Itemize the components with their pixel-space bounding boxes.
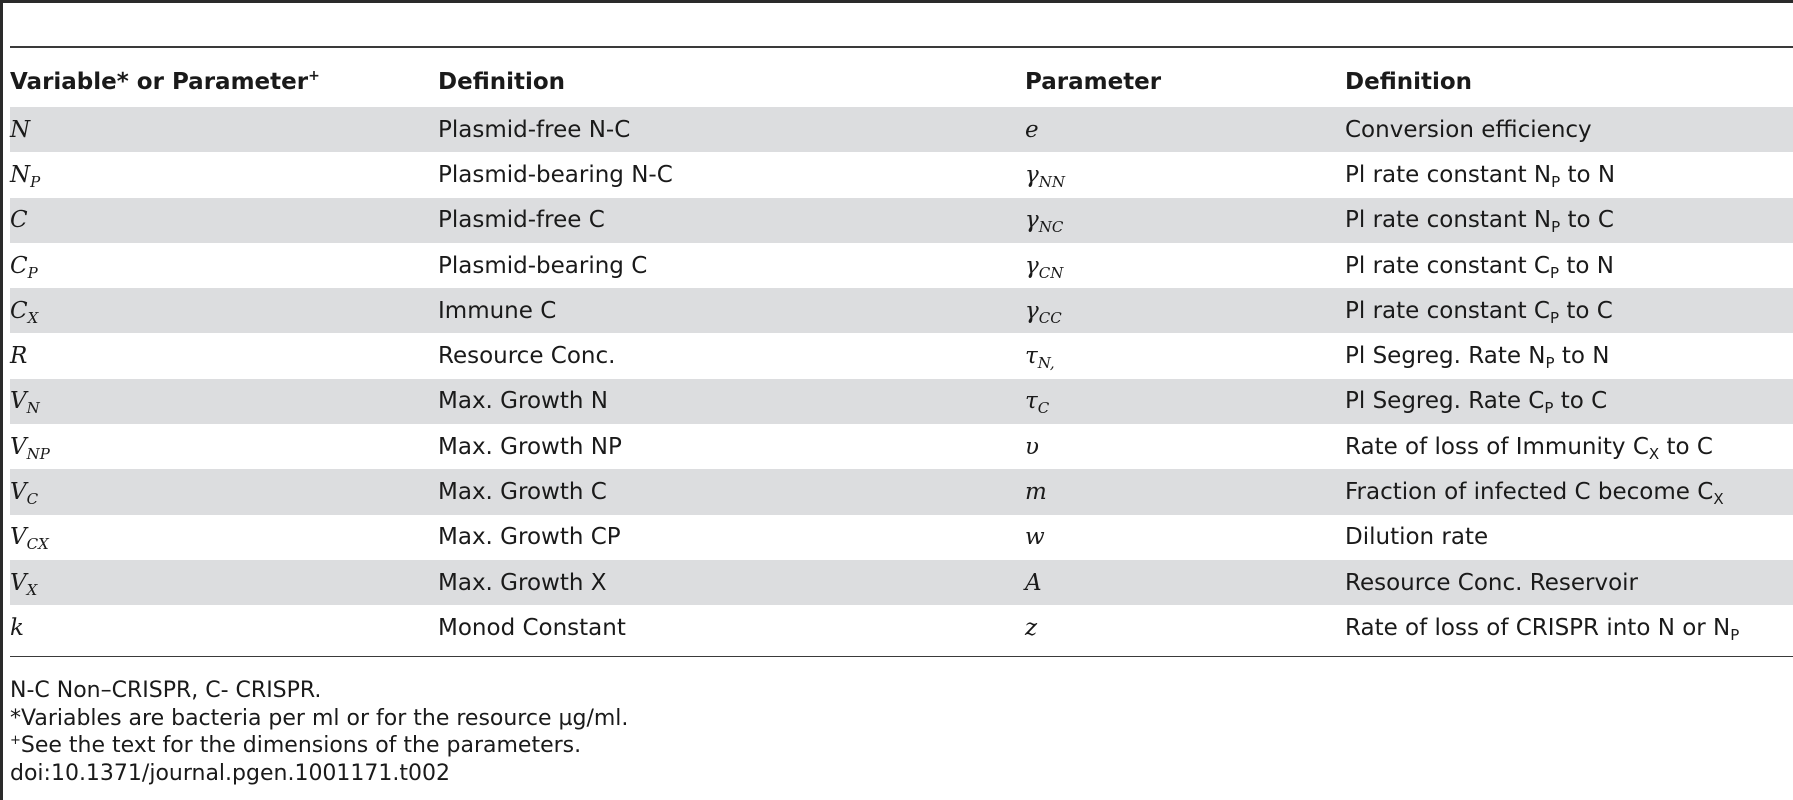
doi-text: doi:10.1371/journal.pgen.1001171.t002 xyxy=(10,760,451,786)
table-row: R Resource Conc. τN, Pl Segreg. Rate NP to … xyxy=(10,333,1793,378)
footnote-variables: *Variables are bacteria per ml or for th… xyxy=(10,705,629,731)
footnote-abbreviations: N-C Non–CRISPR, C- CRISPR. xyxy=(10,678,322,703)
parameter-definition-cell: Pl Segreg. Rate NP to N xyxy=(1345,343,1610,373)
variable-definition-cell: Max. Growth NP xyxy=(438,433,622,460)
parameter-cell: m xyxy=(1025,469,1345,515)
variable-definition-cell: Monod Constant xyxy=(438,614,626,641)
parameter-cell: γCN xyxy=(1025,252,1064,282)
header-row: Variable* or Parameter+ Definition Param… xyxy=(10,57,1793,107)
parameter-cell: e xyxy=(1025,107,1345,153)
variable-definition-cell: Max. Growth C xyxy=(438,469,1025,515)
table-row: VCX Max. Growth CP w Dilution rate xyxy=(10,515,1793,560)
table-row: NP Plasmid-bearing N-C γNN Pl rate constant… xyxy=(10,152,1793,197)
parameter-definition-cell: Rate of loss of CRISPR into N or NP xyxy=(1345,614,1740,644)
top-border xyxy=(0,0,1793,3)
table-row: k Monod Constant z Rate of loss of CRISPR i… xyxy=(10,605,1793,650)
table-row: CP Plasmid-bearing C γCN Pl rate constant C… xyxy=(10,243,1793,288)
parameter-cell: υ xyxy=(1025,433,1039,460)
variable-definition-cell: Max. Growth CP xyxy=(438,524,621,551)
variable-cell: VCX xyxy=(10,524,49,554)
parameter-definition-cell: Pl Segreg. Rate CP to C xyxy=(1345,378,1793,425)
table-row: VX Max. Growth X A Resource Conc. Reservoir xyxy=(10,559,1793,606)
table-top-rule xyxy=(10,46,1793,48)
variable-definition-cell: Plasmid-free C xyxy=(438,197,1025,243)
table-bottom-rule xyxy=(10,656,1793,657)
parameter-definition-cell: Resource Conc. Reservoir xyxy=(1345,559,1793,606)
parameter-definition-cell: Dilution rate xyxy=(1345,524,1489,551)
table-footnotes: N-C Non–CRISPR, C- CRISPR. *Variables ar… xyxy=(10,677,628,787)
header-definition-2: Definition xyxy=(1345,69,1473,95)
variable-cell: R xyxy=(10,343,28,370)
parameter-cell: w xyxy=(1025,524,1045,551)
parameter-definition-cell: Pl rate constant NP to N xyxy=(1345,161,1616,191)
variable-cell: VNP xyxy=(10,433,50,463)
variable-cell: N xyxy=(10,107,438,153)
parameter-definition-cell: Pl rate constant NP to C xyxy=(1345,197,1793,243)
variable-definition-cell: Plasmid-bearing N-C xyxy=(438,161,673,188)
variable-cell: CX xyxy=(10,288,438,334)
variable-cell: C xyxy=(10,197,438,243)
header-parameter: Parameter xyxy=(1025,69,1162,95)
footnote-parameters: +See the text for the dimensions of the … xyxy=(10,733,582,758)
parameter-definition-cell: Conversion efficiency xyxy=(1345,107,1793,153)
variable-cell: VN xyxy=(10,378,438,425)
parameter-cell: z xyxy=(1025,614,1038,641)
left-border xyxy=(0,0,3,800)
variable-cell: NP xyxy=(10,161,41,191)
variable-definition-cell: Resource Conc. xyxy=(438,343,616,370)
variable-definition-cell: Max. Growth X xyxy=(438,559,1025,606)
variable-definition-cell: Plasmid-bearing C xyxy=(438,252,648,279)
parameter-cell: τN, xyxy=(1025,343,1055,373)
parameter-cell: A xyxy=(1025,559,1345,606)
variable-definition-cell: Immune C xyxy=(438,288,1025,334)
parameter-definition-cell: Pl rate constant CP to C xyxy=(1345,288,1793,334)
parameter-cell: γCC xyxy=(1025,288,1345,334)
variable-definition-cell: Plasmid-free N-C xyxy=(438,107,1025,153)
variable-cell: VX xyxy=(10,559,438,606)
variable-definition-cell: Max. Growth N xyxy=(438,378,1025,425)
parameter-table: Variable* or Parameter+ Definition Param… xyxy=(10,57,1793,651)
variable-cell: CP xyxy=(10,252,38,282)
header-variable: Variable* or Parameter+ xyxy=(10,68,320,95)
parameter-cell: τC xyxy=(1025,378,1345,425)
variable-cell: k xyxy=(10,614,24,641)
parameter-cell: γNN xyxy=(1025,161,1065,191)
header-definition-1: Definition xyxy=(438,69,566,95)
parameter-definition-cell: Rate of loss of Immunity CX to C xyxy=(1345,433,1713,463)
table-row: N Plasmid-free N-C e Conversion efficiency xyxy=(10,107,1793,153)
table-row: VNP Max. Growth NP υ Rate of loss of Immuni… xyxy=(10,424,1793,469)
parameter-cell: γNC xyxy=(1025,197,1345,243)
variable-cell: VC xyxy=(10,469,438,515)
parameter-definition-cell: Fraction of infected C become CX xyxy=(1345,469,1793,515)
parameter-definition-cell: Pl rate constant CP to N xyxy=(1345,252,1614,282)
